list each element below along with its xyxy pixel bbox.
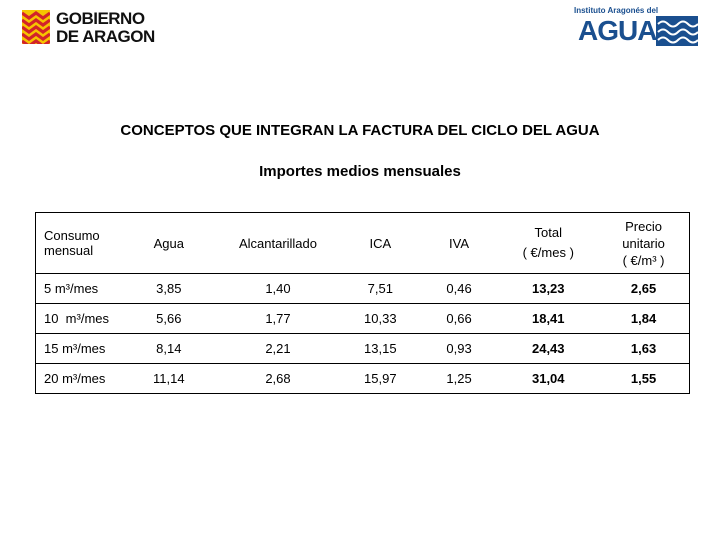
header-alcantarillado: Alcantarillado [215, 212, 341, 274]
costs-table: Consumo mensual Agua Alcantarillado ICA … [34, 212, 691, 394]
cell-iva: 0,93 [419, 333, 499, 364]
cell-precio: 1,84 [598, 303, 691, 334]
logo-text-line1: GOBIERNO [56, 9, 145, 28]
table-row: 20 m³/mes 11,14 2,68 15,97 1,25 31,04 1,… [34, 363, 691, 394]
header-total-line2: ( €/mes ) [522, 245, 574, 260]
cell-consumo: 15 m³/mes [34, 333, 123, 364]
header-precio: Precio unitario ( €/m³ ) [598, 212, 691, 274]
header-precio-line1: Precio [625, 218, 662, 234]
table-row: 15 m³/mes 8,14 2,21 13,15 0,93 24,43 1,6… [34, 333, 691, 364]
cell-alcantarillado: 2,21 [215, 333, 341, 364]
cell-agua: 5,66 [122, 303, 215, 334]
aragon-flag-icon [22, 10, 50, 44]
cell-alcantarillado: 1,77 [215, 303, 341, 334]
cell-iva: 0,66 [419, 303, 499, 334]
cell-ica: 13,15 [340, 333, 420, 364]
page-subtitle: Importes medios mensuales [259, 163, 461, 180]
header-consumo-line1: Consumo [44, 228, 100, 243]
header-total-line1: Total [534, 225, 562, 240]
gobierno-de-aragon-logo: GOBIERNO DE ARAGON [22, 10, 172, 46]
cell-total: 31,04 [498, 363, 599, 394]
page-title: CONCEPTOS QUE INTEGRAN LA FACTURA DEL CI… [120, 122, 600, 139]
header-consumo-line2: mensual [44, 243, 94, 258]
cell-consumo: 5 m³/mes [34, 273, 123, 304]
table-header-row: Consumo mensual Agua Alcantarillado ICA … [34, 212, 691, 274]
cell-precio: 1,55 [598, 363, 691, 394]
cell-precio: 2,65 [598, 273, 691, 304]
header-total: Total ( €/mes ) [498, 212, 599, 274]
header-precio-line3: ( €/m³ ) [622, 252, 665, 268]
logo-big-text: AGUA [578, 15, 657, 46]
header-iva: IVA [419, 212, 499, 274]
instituto-aragones-agua-logo: Instituto Aragonés del AGUA [574, 6, 700, 48]
cell-consumo: 10 m³/mes [34, 303, 123, 334]
cell-alcantarillado: 2,68 [215, 363, 341, 394]
cell-consumo: 20 m³/mes [34, 363, 123, 394]
waves-icon [656, 16, 698, 46]
cell-iva: 1,25 [419, 363, 499, 394]
cell-ica: 7,51 [340, 273, 420, 304]
header-agua: Agua [122, 212, 215, 274]
cell-total: 18,41 [498, 303, 599, 334]
logo-text-line2: DE ARAGON [56, 27, 155, 46]
cell-ica: 10,33 [340, 303, 420, 334]
table-row: 10 m³/mes 5,66 1,77 10,33 0,66 18,41 1,8… [34, 303, 691, 334]
logo-small-text: Instituto Aragonés del [574, 6, 659, 15]
cell-precio: 1,63 [598, 333, 691, 364]
cell-total: 24,43 [498, 333, 599, 364]
cell-alcantarillado: 1,40 [215, 273, 341, 304]
cell-total: 13,23 [498, 273, 599, 304]
cell-agua: 11,14 [122, 363, 215, 394]
header-precio-line2: unitario [622, 235, 665, 251]
header-consumo: Consumo mensual [34, 212, 123, 274]
cell-agua: 3,85 [122, 273, 215, 304]
cell-iva: 0,46 [419, 273, 499, 304]
cell-ica: 15,97 [340, 363, 420, 394]
cell-agua: 8,14 [122, 333, 215, 364]
table-row: 5 m³/mes 3,85 1,40 7,51 0,46 13,23 2,65 [34, 273, 691, 304]
header-ica: ICA [340, 212, 420, 274]
